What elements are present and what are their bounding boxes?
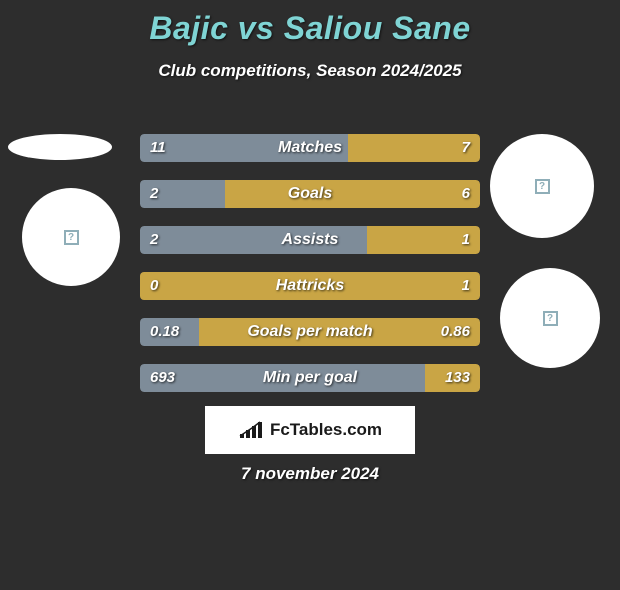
comparison-bars: 117Matches 26Goals 21Assists 01Hattricks 0.1…	[140, 134, 480, 410]
placeholder-icon: ?	[535, 179, 550, 194]
bar-label: Goals per match	[140, 318, 480, 346]
page-subtitle: Club competitions, Season 2024/2025	[0, 61, 620, 81]
bar-row: 693133Min per goal	[140, 364, 480, 392]
placeholder-icon: ?	[543, 311, 558, 326]
page-title: Bajic vs Saliou Sane	[0, 10, 620, 47]
bar-row: 117Matches	[140, 134, 480, 162]
bar-label: Hattricks	[140, 272, 480, 300]
date-caption: 7 november 2024	[0, 464, 620, 484]
decoration-circle-left: ?	[22, 188, 120, 286]
bar-label: Assists	[140, 226, 480, 254]
brand-chart-icon	[238, 420, 264, 440]
decoration-circle-right-bottom: ?	[500, 268, 600, 368]
bar-row: 01Hattricks	[140, 272, 480, 300]
bar-label: Matches	[140, 134, 480, 162]
decoration-circle-right-top: ?	[490, 134, 594, 238]
bar-row: 21Assists	[140, 226, 480, 254]
bar-label: Goals	[140, 180, 480, 208]
brand-text: FcTables.com	[270, 420, 382, 440]
bar-label: Min per goal	[140, 364, 480, 392]
placeholder-icon: ?	[64, 230, 79, 245]
brand-box: FcTables.com	[205, 406, 415, 454]
bar-row: 26Goals	[140, 180, 480, 208]
bar-row: 0.180.86Goals per match	[140, 318, 480, 346]
decoration-ellipse-left	[8, 134, 112, 160]
